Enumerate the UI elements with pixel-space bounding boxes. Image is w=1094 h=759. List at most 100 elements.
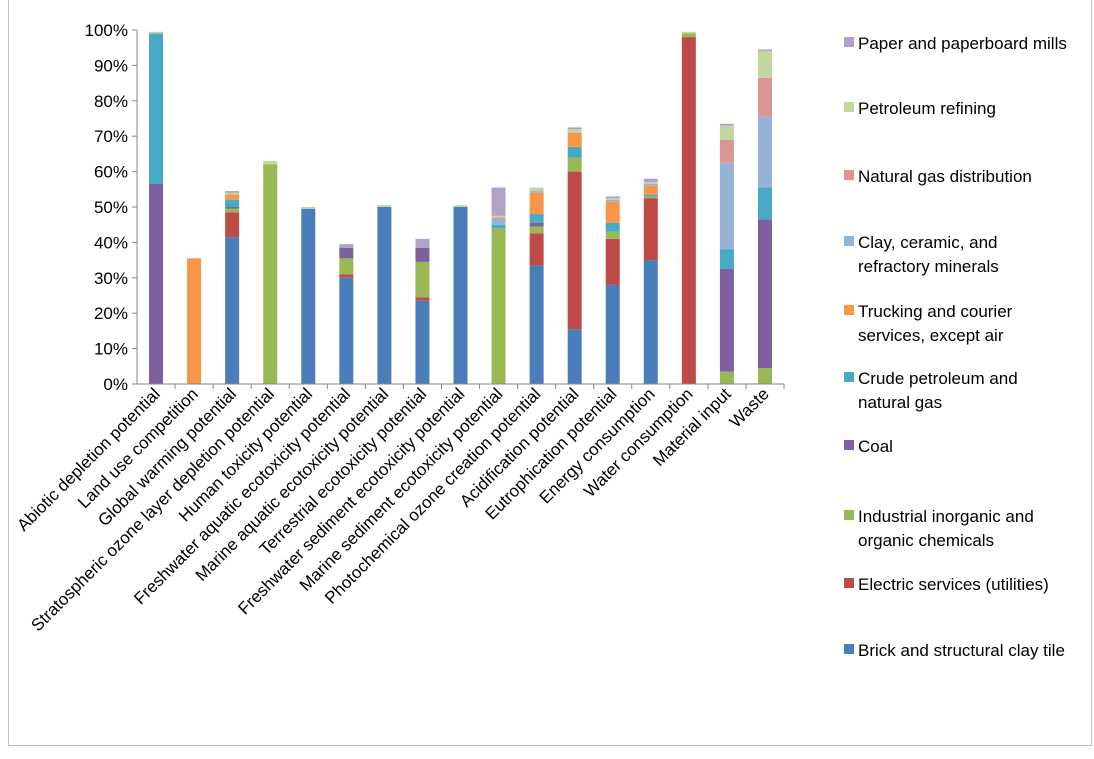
- bar-segment: [567, 157, 582, 172]
- bar-segment: [529, 233, 544, 266]
- x-tick-label: Waste: [726, 384, 773, 431]
- bar-segment: [605, 284, 620, 384]
- bar-segment: [567, 134, 582, 147]
- bar-segment: [643, 185, 658, 195]
- legend-label: Brick and structural clay tile: [858, 641, 1065, 660]
- bar-segment: [415, 300, 430, 384]
- legend-swatch: [844, 578, 854, 588]
- legend-swatch: [844, 236, 854, 246]
- bar-segment: [643, 198, 658, 261]
- y-tick-label: 60%: [94, 163, 128, 182]
- bar-segment: [567, 171, 582, 330]
- bar-segment: [491, 217, 506, 220]
- bar-segment: [415, 247, 430, 262]
- bar-segment: [567, 329, 582, 384]
- bar-segment: [719, 162, 734, 250]
- y-tick-label: 30%: [94, 269, 128, 288]
- bar-segment: [643, 178, 658, 183]
- bar-segment: [643, 183, 658, 186]
- bar-segment: [225, 192, 240, 195]
- bar-segment: [719, 371, 734, 384]
- y-tick-label: 70%: [94, 127, 128, 146]
- legend-label: Trucking and courier services, except air: [858, 302, 1013, 345]
- bar-segment: [719, 249, 734, 269]
- bar-segment: [339, 244, 354, 248]
- bar-segment: [757, 51, 772, 78]
- bar-segment: [149, 33, 164, 184]
- legend-label: Coal: [858, 437, 893, 456]
- y-tick-label: 90%: [94, 56, 128, 75]
- bar-segment: [719, 123, 734, 126]
- y-tick-label: 100%: [85, 21, 128, 40]
- bar-segment: [491, 224, 506, 229]
- bar-segment: [681, 33, 696, 38]
- bar-segment: [301, 207, 316, 209]
- legend-swatch: [844, 170, 854, 180]
- bar-segment: [605, 201, 620, 223]
- bar-segment: [605, 222, 620, 232]
- bar-segment: [377, 205, 392, 207]
- bar-segment: [605, 198, 620, 200]
- bar-segment: [605, 231, 620, 239]
- bar-segment: [225, 208, 240, 213]
- bar-segment: [225, 212, 240, 238]
- legend-label: Paper and paperboard mills: [858, 34, 1067, 53]
- bar-segment: [757, 187, 772, 220]
- legend-swatch: [844, 372, 854, 382]
- bar-segment: [339, 258, 354, 275]
- bar-segment: [643, 182, 658, 184]
- bar-segment: [149, 183, 164, 384]
- bar-segment: [529, 214, 544, 223]
- bar-segment: [719, 139, 734, 163]
- bar-segment: [529, 265, 544, 384]
- bar-segment: [415, 238, 430, 248]
- bar-segment: [301, 208, 316, 384]
- y-tick-label: 10%: [94, 340, 128, 359]
- bar-segment: [225, 199, 240, 207]
- bar-segment: [377, 207, 392, 384]
- bar-segment: [491, 219, 506, 225]
- legend-swatch: [844, 440, 854, 450]
- bar-segment: [491, 215, 506, 218]
- legend-label: Crude petroleum and natural gas: [858, 369, 1018, 412]
- bar-segment: [757, 368, 772, 384]
- bar-segment: [529, 191, 544, 193]
- bar-segment: [681, 31, 696, 34]
- bar-segment: [681, 37, 696, 385]
- bar-segment: [567, 129, 582, 133]
- bar-segment: [605, 199, 620, 202]
- bar-segment: [339, 247, 354, 259]
- bar-segment: [491, 228, 506, 384]
- bar-segment: [567, 146, 582, 158]
- bar-segment: [757, 49, 772, 52]
- bar-segment: [719, 125, 734, 140]
- legend-label: Natural gas distribution: [858, 167, 1032, 186]
- legend-swatch: [844, 37, 854, 47]
- bar-segment: [757, 219, 772, 369]
- y-tick-label: 20%: [94, 304, 128, 323]
- y-tick-label: 40%: [94, 233, 128, 252]
- bar-segment: [567, 127, 582, 130]
- legend-swatch: [844, 510, 854, 520]
- bar-segment: [529, 192, 544, 215]
- bar-segment: [719, 268, 734, 372]
- bar-segment: [225, 191, 240, 193]
- bar-segment: [453, 207, 468, 384]
- bar-segment: [643, 196, 658, 199]
- bar-segment: [757, 77, 772, 117]
- bar-segment: [149, 31, 164, 34]
- bar-segment: [605, 238, 620, 285]
- bar-segment: [643, 260, 658, 384]
- legend-swatch: [844, 644, 854, 654]
- legend: Paper and paperboard mills Petroleum refi…: [844, 34, 1067, 660]
- y-tick-label: 80%: [94, 92, 128, 111]
- bars: [149, 31, 772, 385]
- bar-segment: [643, 194, 658, 197]
- bar-segment: [605, 196, 620, 199]
- y-axis: 0% 10% 20% 30% 40% 50% 60% 70% 80% 90% 100%: [85, 21, 138, 394]
- bar-segment: [529, 222, 544, 227]
- legend-label: Petroleum refining: [858, 99, 996, 118]
- y-tick-label: 50%: [94, 198, 128, 217]
- bar-segment: [225, 207, 240, 209]
